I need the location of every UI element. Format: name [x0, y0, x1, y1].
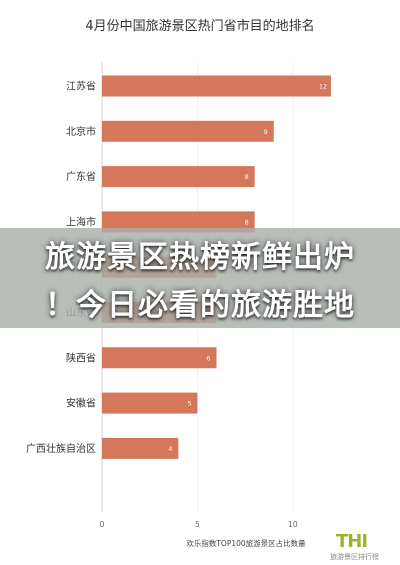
bar-value-label: 12	[319, 83, 327, 91]
bar	[102, 347, 217, 369]
bar	[102, 166, 255, 188]
bar-value-label: 9	[264, 128, 268, 136]
bar	[102, 392, 198, 414]
x-tick-label: 5	[195, 520, 200, 529]
bar	[102, 120, 274, 142]
bar-value-label: 6	[206, 354, 210, 362]
category-label: 江苏省	[66, 80, 96, 93]
category-label: 上海市	[66, 215, 96, 228]
bar-value-label: 8	[245, 173, 249, 181]
watermark-logo: THI 旅游景区排行榜	[330, 531, 392, 561]
headline-banner: 旅游景区热榜新鲜出炉 ！今日必看的旅游胜地	[0, 228, 400, 328]
x-tick-labels: 0 5 10	[100, 520, 298, 529]
bar-value-label: 4	[168, 445, 172, 453]
x-tick-label: 10	[288, 520, 298, 529]
bar	[102, 437, 179, 459]
watermark-text: 旅游景区排行榜	[330, 553, 379, 561]
headline-line-2: ！今日必看的旅游胜地	[45, 288, 355, 323]
bar-value-label: 8	[245, 218, 249, 226]
bar	[102, 211, 255, 233]
category-label: 北京市	[66, 125, 96, 138]
category-label: 广西壮族自治区	[26, 442, 96, 455]
category-label: 陕西省	[66, 351, 96, 364]
x-axis-label: 欢乐指数TOP100旅游景区占比数量	[186, 538, 306, 548]
headline-line-1: 旅游景区热榜新鲜出炉	[45, 240, 355, 275]
watermark-mark: THI	[336, 531, 368, 552]
bar	[102, 75, 331, 97]
category-label: 安徽省	[66, 397, 96, 410]
x-tick-label: 0	[100, 520, 105, 529]
category-label: 广东省	[66, 170, 96, 183]
chart-title: 4月份中国旅游景区热门省市目的地排名	[85, 18, 314, 34]
bar-value-label: 5	[187, 400, 191, 408]
